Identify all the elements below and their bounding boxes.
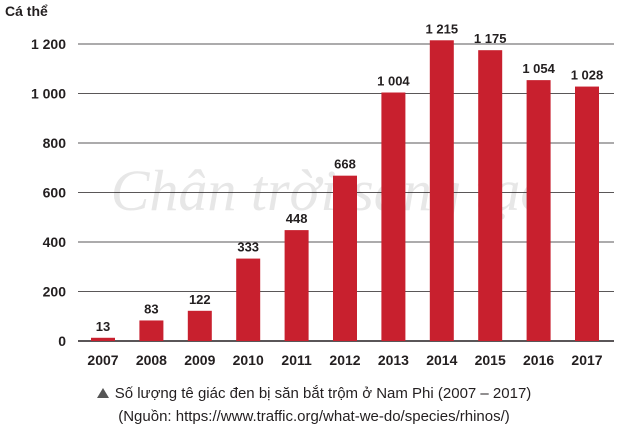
watermark: Chân trời sáng tạo [111,158,550,223]
x-tick-label: 2008 [136,352,167,368]
bar [91,337,115,341]
bar-value-label: 83 [144,301,158,316]
y-axis: 0 200 400 600 800 1 000 1 200 [31,36,66,349]
bar-value-label: 1 175 [474,31,507,46]
x-tick-label: 2012 [329,352,360,368]
bar [429,40,454,341]
x-tick-label: 2017 [571,352,602,368]
y-tick-label: 600 [43,185,67,201]
bar-value-label: 13 [96,319,110,334]
value-labels: 13 83 122 333 448 668 1 004 1 215 1 175 1 054 1 02… [96,21,604,333]
bar [333,175,357,341]
bar-value-label: 1 004 [377,74,410,89]
bar [284,230,309,341]
triangle-icon [96,388,109,398]
bar-value-label: 1 054 [522,61,555,76]
bars [91,40,599,341]
bar-value-label: 122 [189,292,211,307]
figure-caption: Số lượng tê giác đen bị săn bắt trộm ở N… [0,385,628,402]
y-tick-label: 200 [43,284,67,300]
bar-value-label: 1 215 [426,21,459,36]
bar [381,92,406,341]
caption-title: Số lượng tê giác đen bị săn bắt trộm ở N… [114,385,532,402]
bar [236,258,261,341]
x-tick-label: 2013 [378,352,409,368]
bar [526,80,551,341]
y-tick-label: 0 [58,333,66,349]
bar-value-label: 1 028 [571,68,604,83]
x-tick-label: 2015 [475,352,506,368]
x-tick-label: 2011 [281,352,312,368]
figure-source: (Nguồn: https://www.traffic.org/what-we-… [118,408,510,425]
x-axis: 2007 2008 2009 2010 2011 2012 2013 2014 2015 2016… [87,352,602,368]
x-tick-label: 2014 [426,352,457,368]
bar [478,50,503,341]
y-axis-label: Cá thể [5,3,48,19]
y-tick-label: 1 000 [31,86,66,102]
bar [187,310,212,341]
watermark-text: Chân trời sáng tạo [111,158,550,223]
bar-chart: Chân trời sáng tạo 13 83 122 333 448 668 1 004… [5,3,614,368]
y-tick-label: 800 [43,135,67,151]
x-tick-label: 2009 [184,352,215,368]
bar-value-label: 448 [286,211,308,226]
y-tick-label: 400 [43,234,67,250]
bar-value-label: 668 [334,157,356,172]
bar [139,320,164,341]
bar [575,86,599,341]
bar-value-label: 333 [237,240,259,255]
y-tick-label: 1 200 [31,36,66,52]
x-tick-label: 2016 [523,352,554,368]
x-tick-label: 2007 [87,352,118,368]
x-tick-label: 2010 [233,352,264,368]
